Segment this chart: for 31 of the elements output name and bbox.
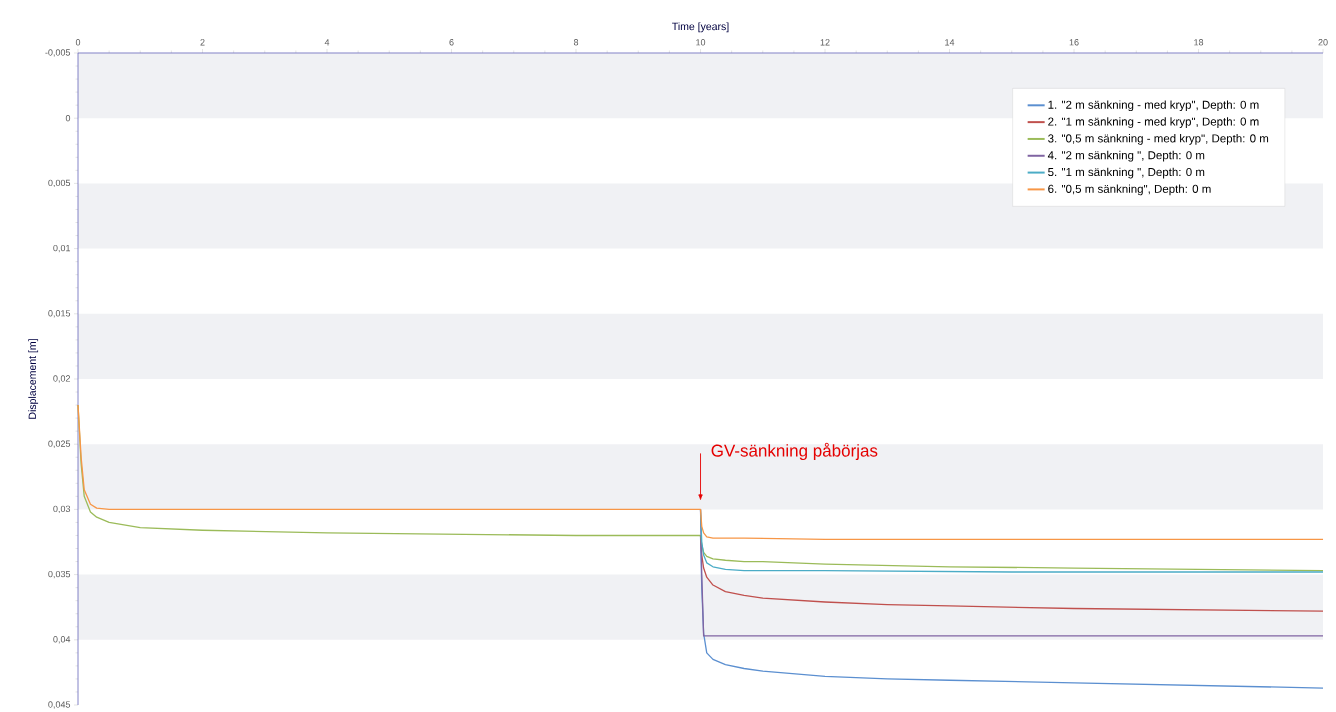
y-tick-label: 0,045 <box>48 701 71 709</box>
y-tick-label: 0,01 <box>53 244 71 253</box>
annotation: GV-sänkning påbörjas <box>711 442 878 460</box>
y-axis-title: Displacement [m] <box>28 339 39 419</box>
x-tick-label: 2 <box>200 39 205 46</box>
x-tick-label: 10 <box>696 39 706 46</box>
y-tick-label: 0,025 <box>48 440 71 448</box>
y-tick-label: -0,005 <box>45 49 71 57</box>
x-tick-label: 6 <box>449 39 454 46</box>
x-tick-label: 16 <box>1069 39 1079 46</box>
x-tick-label: 8 <box>573 39 579 46</box>
y-tick-label: 0,02 <box>53 375 71 383</box>
x-tick-label: 20 <box>1318 39 1328 46</box>
legend-label: 4. "2 m sänkning ", Depth: 0 m <box>1047 150 1205 162</box>
x-tick-label: 0 <box>75 39 81 46</box>
x-tick-label: 4 <box>324 39 330 46</box>
y-tick-label: 0,03 <box>53 505 71 514</box>
x-axis-title: Time [years] <box>672 22 729 33</box>
y-tick-label: 0 <box>65 115 71 122</box>
legend-label: 1. "2 m sänkning - med kryp", Depth: 0 m <box>1048 100 1259 112</box>
legend-label: 2. "1 m sänkning - med kryp", Depth: 0 m <box>1048 117 1259 128</box>
y-tick-label: 0,04 <box>53 636 71 644</box>
y-tick-label: 0,035 <box>48 570 71 579</box>
legend-label: 6. "0,5 m sänkning", Depth: 0 m <box>1048 184 1211 196</box>
x-tick-label: 18 <box>1194 39 1204 46</box>
y-tick-label: 0,015 <box>48 310 71 318</box>
legend-label: 5. "1 m sänkning ", Depth: 0 m <box>1048 167 1205 179</box>
x-tick-label: 12 <box>820 39 830 46</box>
y-tick-label: 0,005 <box>48 179 71 188</box>
legend-label: 3. "0,5 m sänkning - med kryp", Depth: 0 m <box>1048 134 1269 145</box>
x-tick-label: 14 <box>945 39 955 46</box>
